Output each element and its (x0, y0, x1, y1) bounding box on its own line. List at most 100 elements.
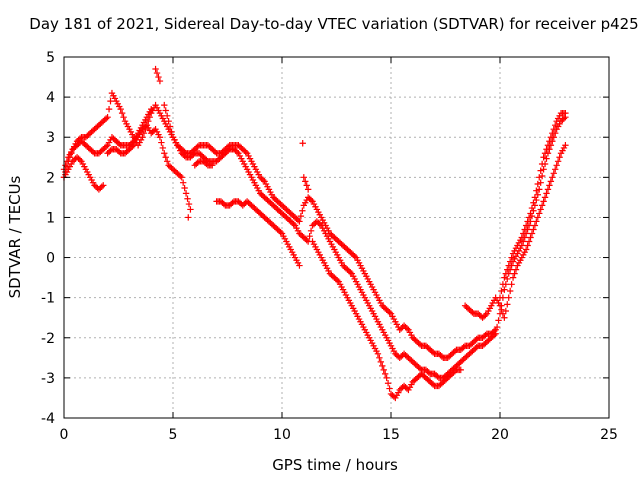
data-point (194, 143, 201, 150)
data-point (107, 147, 114, 154)
chart-title: Day 181 of 2021, Sidereal Day-to-day VTE… (29, 15, 638, 33)
data-point (140, 130, 148, 137)
y-tick-label: 4 (46, 90, 55, 106)
data-point (302, 178, 309, 185)
data-point (534, 180, 541, 188)
data-point (296, 262, 303, 269)
data-point (163, 112, 171, 120)
data-point (536, 174, 543, 181)
data-point (383, 374, 390, 382)
data-point (540, 154, 547, 161)
data-point (163, 158, 171, 165)
data-point (562, 142, 569, 149)
data-point (520, 238, 527, 245)
data-point (527, 234, 534, 241)
data-point (554, 158, 562, 165)
data-point (498, 287, 505, 295)
data-point (501, 286, 508, 293)
data-point (156, 134, 164, 141)
y-tick-label: 5 (46, 50, 55, 66)
data-point (100, 182, 107, 189)
data-point (522, 246, 530, 253)
data-point (512, 266, 520, 273)
data-point (155, 73, 162, 81)
data-point (156, 77, 164, 85)
data-point (277, 228, 284, 236)
data-point (527, 218, 534, 225)
data-point (116, 148, 123, 156)
data-point (334, 277, 341, 284)
data-point (531, 222, 539, 229)
data-point (425, 369, 432, 376)
data-point (541, 160, 549, 168)
data-point (416, 365, 424, 372)
data-point (380, 366, 387, 374)
data-point (482, 311, 489, 319)
data-point (562, 113, 569, 121)
data-point (184, 195, 191, 202)
data-point (162, 107, 169, 114)
data-point (374, 350, 382, 358)
data-point (429, 381, 437, 388)
data-point (540, 166, 547, 173)
data-point (536, 186, 543, 193)
data-point (533, 187, 540, 194)
data-point (168, 128, 175, 136)
data-point (384, 380, 392, 387)
data-point (178, 174, 185, 181)
data-point (556, 154, 563, 161)
y-tick-label: 1 (46, 210, 55, 226)
data-point (182, 190, 190, 197)
y-axis-label: SDTVAR / TECUs (6, 175, 24, 298)
data-point (502, 307, 510, 315)
axes: 0 5 10 15 20 25 -4 -3 -2 -1 0 1 2 3 4 5 (41, 50, 618, 443)
data-point (105, 105, 113, 113)
data-point (530, 207, 537, 214)
data-point (552, 166, 559, 173)
data-point (211, 148, 219, 156)
data-point (536, 210, 543, 217)
x-tick-label: 0 (60, 427, 69, 443)
data-point (233, 148, 241, 156)
data-point (161, 101, 168, 109)
data-point (351, 253, 358, 260)
data-point (177, 172, 184, 180)
x-tick-label: 5 (169, 427, 178, 443)
data-point (547, 142, 555, 149)
data-point (403, 325, 411, 332)
data-point (158, 139, 165, 146)
data-point (316, 220, 323, 228)
data-point (524, 226, 531, 233)
data-point (524, 242, 531, 249)
data-point (185, 214, 192, 221)
data-point (537, 206, 544, 213)
grid-lines (64, 57, 609, 418)
data-point (89, 148, 97, 156)
data-point (294, 216, 302, 224)
data-point (152, 65, 159, 73)
data-point (242, 148, 249, 156)
data-point (560, 115, 568, 122)
data-point (299, 207, 306, 214)
data-point (181, 152, 188, 160)
x-tick-label: 10 (273, 427, 291, 443)
y-tick-label: -3 (41, 371, 55, 387)
data-point (386, 309, 393, 316)
data-point (506, 266, 514, 273)
data-point (537, 179, 544, 186)
data-point (504, 275, 511, 283)
data-point (549, 174, 556, 181)
data-point (150, 127, 158, 134)
data-point (381, 370, 389, 378)
data-point (501, 314, 508, 321)
data-points (60, 65, 569, 402)
data-point (457, 366, 464, 374)
data-point (528, 230, 536, 237)
data-point (306, 232, 313, 240)
data-point (469, 309, 476, 316)
data-point (179, 179, 187, 186)
data-point (220, 200, 228, 208)
data-point (460, 343, 467, 351)
data-point (209, 162, 216, 169)
data-point (290, 220, 297, 228)
